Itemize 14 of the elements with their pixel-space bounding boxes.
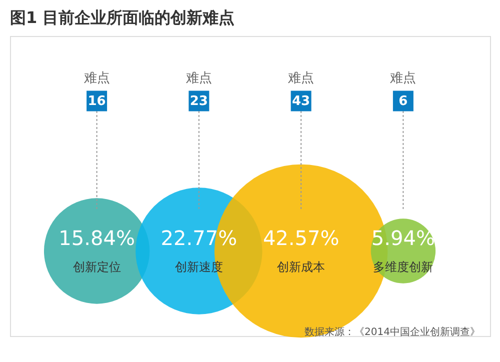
text: 难点 <box>390 71 416 86</box>
text: 难点 <box>84 71 110 86</box>
category-label: 创新定位 <box>72 260 121 274</box>
text: 16 <box>88 94 106 109</box>
category-label: 创新成本 <box>277 260 326 274</box>
data-label: 42.57% <box>262 226 340 250</box>
text: 23 <box>190 94 208 109</box>
text: 43 <box>292 94 310 109</box>
data-label: 15.84% <box>58 226 135 250</box>
text: 6 <box>398 94 408 109</box>
text: 图1 目前企业所面临的创新难点 <box>10 8 235 27</box>
text: 难点 <box>288 71 314 86</box>
text: 难点 <box>186 71 212 86</box>
data-label: 5.94% <box>371 226 435 250</box>
